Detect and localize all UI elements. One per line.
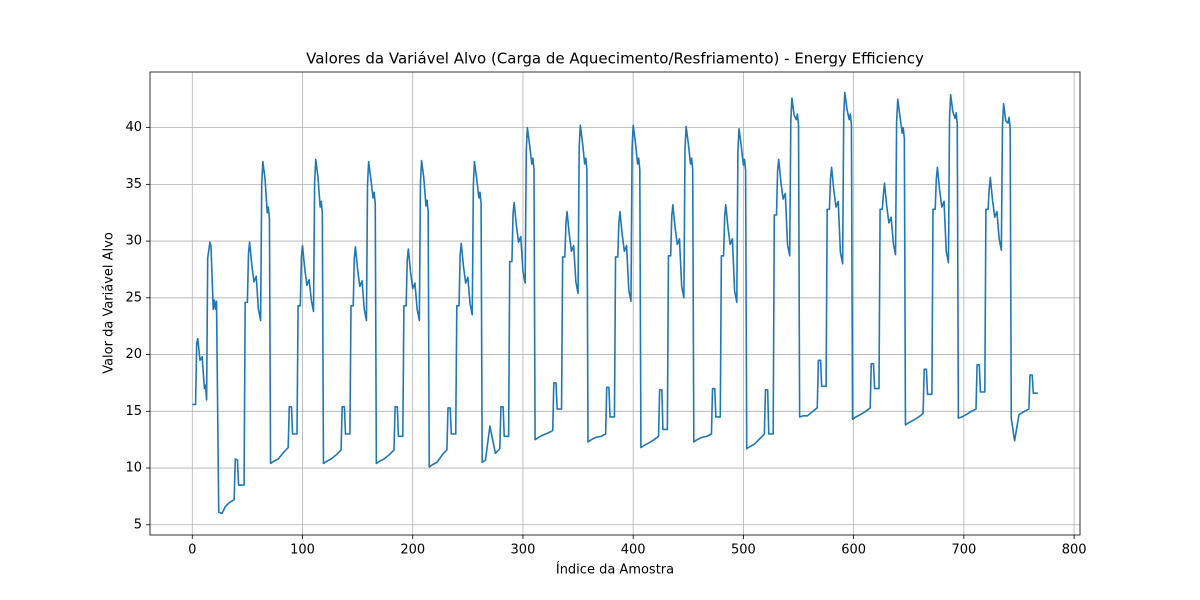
x-tick-label: 300	[511, 543, 536, 558]
x-tick-label: 700	[951, 543, 976, 558]
y-tick-label: 5	[134, 517, 142, 532]
x-tick-label: 200	[400, 543, 425, 558]
x-tick-label: 600	[841, 543, 866, 558]
y-tick-label: 25	[125, 290, 142, 305]
y-tick-label: 35	[125, 177, 142, 192]
y-tick-label: 15	[125, 404, 142, 419]
x-tick-label: 400	[621, 543, 646, 558]
y-tick-label: 20	[125, 347, 142, 362]
y-axis-label: Valor da Variável Alvo	[102, 232, 117, 374]
x-tick-label: 800	[1062, 543, 1087, 558]
data-line	[192, 91, 1038, 515]
plot-frame	[149, 71, 1081, 536]
y-tick-label: 10	[125, 461, 142, 476]
x-tick-label: 100	[290, 543, 315, 558]
y-tick-label: 30	[125, 234, 142, 249]
y-tick-label: 40	[125, 120, 142, 135]
x-tick-label: 0	[188, 543, 196, 558]
chart-title: Valores da Variável Alvo (Carga de Aquec…	[306, 50, 924, 68]
x-axis-label: Índice da Amostra	[556, 562, 674, 578]
x-tick-label: 500	[731, 543, 756, 558]
